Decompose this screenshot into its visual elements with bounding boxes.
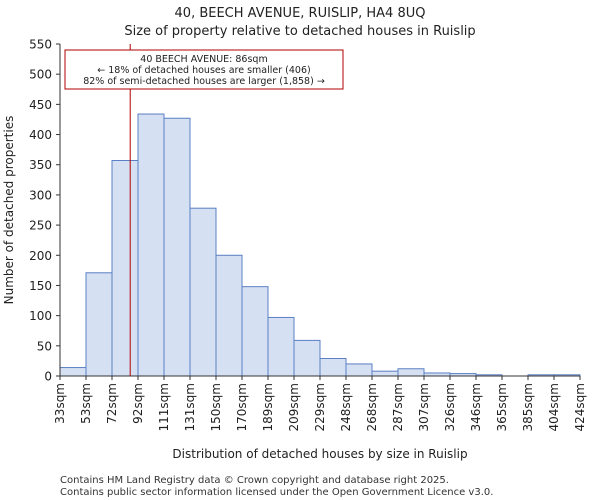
y-tick-label: 450 bbox=[29, 98, 52, 112]
y-tick-label: 550 bbox=[29, 38, 52, 52]
bar-33sqm bbox=[59, 367, 87, 377]
bar-170sqm bbox=[241, 286, 269, 377]
annotation-line-2: ← 18% of detached houses are smaller (40… bbox=[97, 65, 310, 76]
x-tick-label: 326sqm bbox=[443, 383, 457, 431]
x-tick-label: 365sqm bbox=[495, 383, 509, 431]
x-tick-label: 287sqm bbox=[391, 383, 405, 431]
x-tick-label: 404sqm bbox=[547, 383, 561, 431]
x-tick-label: 170sqm bbox=[235, 383, 249, 431]
x-tick-label: 268sqm bbox=[365, 383, 379, 431]
y-tick-label: 250 bbox=[29, 219, 52, 233]
bar-287sqm bbox=[397, 368, 425, 377]
bars-group bbox=[59, 113, 581, 377]
x-tick-label: 33sqm bbox=[53, 383, 67, 424]
x-tick-label: 209sqm bbox=[287, 383, 301, 431]
x-tick-label: 131sqm bbox=[183, 383, 197, 431]
y-tick-label: 400 bbox=[29, 128, 52, 142]
bar-92sqm bbox=[137, 113, 165, 377]
annotation-line-3: 82% of semi-detached houses are larger (… bbox=[83, 76, 325, 87]
y-tick-label: 350 bbox=[29, 158, 52, 172]
bar-131sqm bbox=[189, 207, 217, 377]
y-tick-label: 300 bbox=[29, 188, 52, 202]
x-tick-label: 229sqm bbox=[313, 383, 327, 431]
x-tick-label: 53sqm bbox=[79, 383, 93, 424]
footer-line-2: Contains public sector information licen… bbox=[60, 487, 494, 498]
annotation-box bbox=[64, 49, 344, 90]
y-tick-label: 0 bbox=[44, 370, 52, 384]
bar-53sqm bbox=[85, 272, 113, 377]
x-tick-label: 424sqm bbox=[573, 383, 587, 431]
x-tick-label: 248sqm bbox=[339, 383, 353, 431]
chart-title: 40, BEECH AVENUE, RUISLIP, HA4 8UQ bbox=[174, 6, 426, 21]
chart-area: 0 50 100 150 200 250 300 350 400 450 500 550 33sqm 5… bbox=[2, 38, 587, 462]
y-tick-label: 500 bbox=[29, 68, 52, 82]
bar-189sqm bbox=[267, 316, 295, 377]
x-tick-label: 150sqm bbox=[209, 383, 223, 431]
y-tick-label: 100 bbox=[29, 309, 52, 323]
x-tick-label: 92sqm bbox=[131, 383, 145, 424]
y-tick-label: 150 bbox=[29, 279, 52, 293]
y-tick-label: 50 bbox=[37, 339, 52, 353]
bar-248sqm bbox=[345, 363, 373, 377]
bar-111sqm bbox=[163, 117, 191, 377]
x-tick-label: 72sqm bbox=[105, 383, 119, 424]
x-axis-label: Distribution of detached houses by size … bbox=[172, 447, 467, 461]
y-axis-label: Number of detached properties bbox=[2, 116, 16, 305]
x-tick-label: 307sqm bbox=[417, 383, 431, 431]
annotation-line-1: 40 BEECH AVENUE: 86sqm bbox=[140, 54, 267, 65]
bar-209sqm bbox=[293, 339, 321, 377]
y-tick-label: 200 bbox=[29, 249, 52, 263]
chart-subtitle: Size of property relative to detached ho… bbox=[124, 24, 476, 39]
x-tick-label: 385sqm bbox=[521, 383, 535, 431]
x-tick-label: 346sqm bbox=[469, 383, 483, 431]
bar-229sqm bbox=[319, 357, 347, 377]
x-tick-label: 189sqm bbox=[261, 383, 275, 431]
bar-268sqm bbox=[371, 370, 399, 377]
x-axis: 33sqm 53sqm 72sqm 92sqm 111sqm 131sqm 150sqm 17… bbox=[53, 375, 587, 431]
y-axis: 0 50 100 150 200 250 300 350 400 450 500 550 bbox=[29, 38, 61, 384]
bar-72sqm bbox=[111, 160, 139, 377]
footer-line-1: Contains HM Land Registry data © Crown c… bbox=[60, 475, 449, 486]
x-tick-label: 111sqm bbox=[157, 383, 171, 431]
bar-150sqm bbox=[215, 254, 243, 377]
